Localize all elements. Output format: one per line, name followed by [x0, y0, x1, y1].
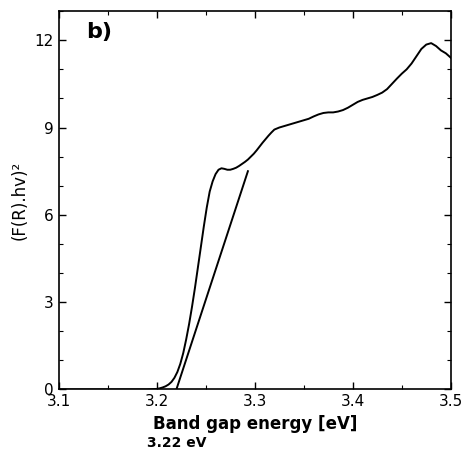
Y-axis label: (F(R).hv)²: (F(R).hv)²	[11, 161, 29, 240]
X-axis label: Band gap energy [eV]: Band gap energy [eV]	[153, 415, 357, 433]
Text: b): b)	[86, 22, 112, 43]
Text: 3.22 eV: 3.22 eV	[146, 436, 206, 450]
